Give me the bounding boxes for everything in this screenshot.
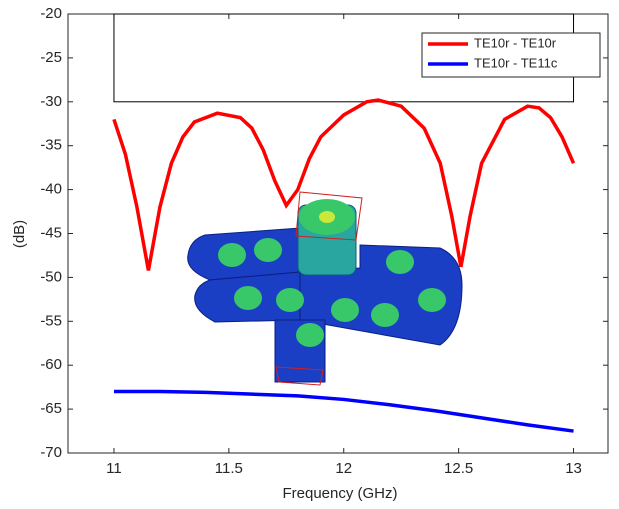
y-tick-label: -65 xyxy=(40,400,62,417)
y-tick-label: -50 xyxy=(40,268,62,285)
y-tick-label: -55 xyxy=(40,312,62,329)
x-tick-label: 12 xyxy=(335,460,352,477)
y-tick-label: -40 xyxy=(40,181,62,198)
x-tick-label: 12.5 xyxy=(444,460,473,477)
legend-box xyxy=(421,32,601,78)
y-axis-label: (dB) xyxy=(11,220,28,248)
legend-label: TE10r - TE11c xyxy=(474,55,558,70)
x-tick-label: 11 xyxy=(106,460,122,477)
x-tick-label: 11.5 xyxy=(215,460,243,477)
series-line xyxy=(112,98,576,271)
y-tick-label: -20 xyxy=(40,5,62,22)
legend-label: TE10r - TE10r xyxy=(474,35,557,50)
y-tick-label: -60 xyxy=(40,356,62,373)
y-tick-label: -35 xyxy=(40,137,62,154)
y-tick-label: -25 xyxy=(40,49,62,66)
y-tick-label: -45 xyxy=(40,224,62,241)
y-tick-label: -30 xyxy=(40,93,62,110)
y-tick-label: -70 xyxy=(40,444,62,461)
x-tick-label: 13 xyxy=(565,460,582,477)
series-line xyxy=(113,389,574,433)
x-axis-label: Frequency (GHz) xyxy=(282,485,397,502)
waveguide-model xyxy=(187,191,463,386)
